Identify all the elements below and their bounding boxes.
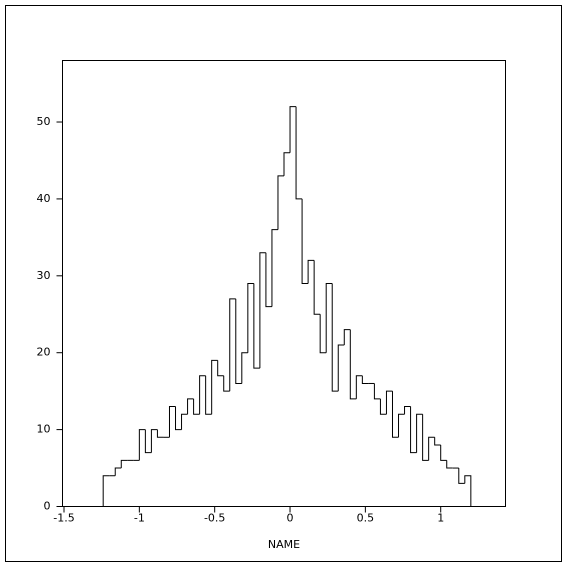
histogram-bin (277, 175, 284, 230)
histogram-bin (446, 460, 453, 469)
histogram-bin (120, 459, 128, 469)
histogram-bin (205, 375, 212, 415)
histogram-bin (391, 391, 399, 438)
histogram-bin (404, 406, 411, 415)
histogram-bin (313, 260, 321, 315)
x-tick-label: -1 (134, 512, 145, 525)
histogram-bin (187, 398, 194, 415)
histogram-bin (379, 398, 387, 415)
x-tick-label: 1 (437, 512, 444, 525)
x-tick-label: 0 (287, 512, 294, 525)
histogram-bin (217, 360, 224, 377)
histogram-bin (307, 259, 315, 284)
y-tick-label: 10 (37, 423, 51, 436)
histogram-bin (150, 429, 158, 453)
x-tick-label: -1.5 (53, 512, 74, 525)
histogram-bin (398, 413, 405, 438)
y-tick-label: 0 (44, 500, 51, 513)
histogram-bin (428, 436, 435, 461)
histogram-bin (319, 314, 327, 354)
histogram-bin (289, 106, 297, 153)
histogram-bin (138, 429, 146, 461)
x-axis-label: NAME (268, 538, 300, 551)
histogram-bin (422, 414, 429, 461)
histogram-bin (144, 429, 152, 454)
y-tick-label: 20 (37, 346, 51, 359)
histogram-bin (416, 413, 423, 453)
histogram-bin (355, 375, 363, 399)
histogram-bin (373, 383, 381, 400)
histogram-bin (235, 298, 242, 384)
histogram-bin (211, 359, 218, 415)
histogram-bin (331, 283, 339, 392)
histogram-bin (241, 352, 248, 384)
histogram-bin (253, 283, 260, 369)
histogram-bin (361, 375, 369, 384)
histogram-bin (199, 375, 206, 415)
histogram-bin (247, 283, 254, 353)
histogram-bin (271, 229, 278, 307)
y-tick-label: 50 (37, 115, 51, 128)
histogram-bin (464, 475, 472, 507)
histogram-bin (440, 444, 447, 461)
histogram-bin (193, 398, 200, 415)
histogram-bin (259, 252, 266, 369)
histogram-bin (434, 437, 441, 446)
x-tick-label: -0.5 (204, 512, 225, 525)
histogram-bin (343, 329, 351, 346)
x-tick-label: 0.5 (357, 512, 375, 525)
histogram-bin (301, 198, 309, 284)
histogram-bin (223, 375, 230, 392)
histogram-bin (385, 390, 393, 415)
histogram-bin (156, 429, 164, 438)
plot-frame (62, 60, 506, 507)
histogram-bin (102, 475, 110, 507)
histogram-bin (175, 406, 182, 431)
histogram-bin (181, 413, 188, 430)
histogram-bin (283, 152, 291, 176)
histogram-bin (458, 468, 465, 484)
histogram-bin (337, 344, 345, 392)
histogram-bin (265, 252, 272, 308)
histogram-bin (114, 467, 122, 476)
histogram-bin (229, 298, 236, 392)
histogram-bin (168, 406, 176, 438)
outer-frame (5, 5, 562, 562)
histogram-bin (349, 329, 357, 400)
y-tick-label: 30 (37, 269, 51, 282)
histogram-bin (295, 106, 303, 200)
histogram-bin (410, 406, 417, 454)
histogram-bin (325, 283, 333, 353)
y-tick-label: 40 (37, 192, 51, 205)
